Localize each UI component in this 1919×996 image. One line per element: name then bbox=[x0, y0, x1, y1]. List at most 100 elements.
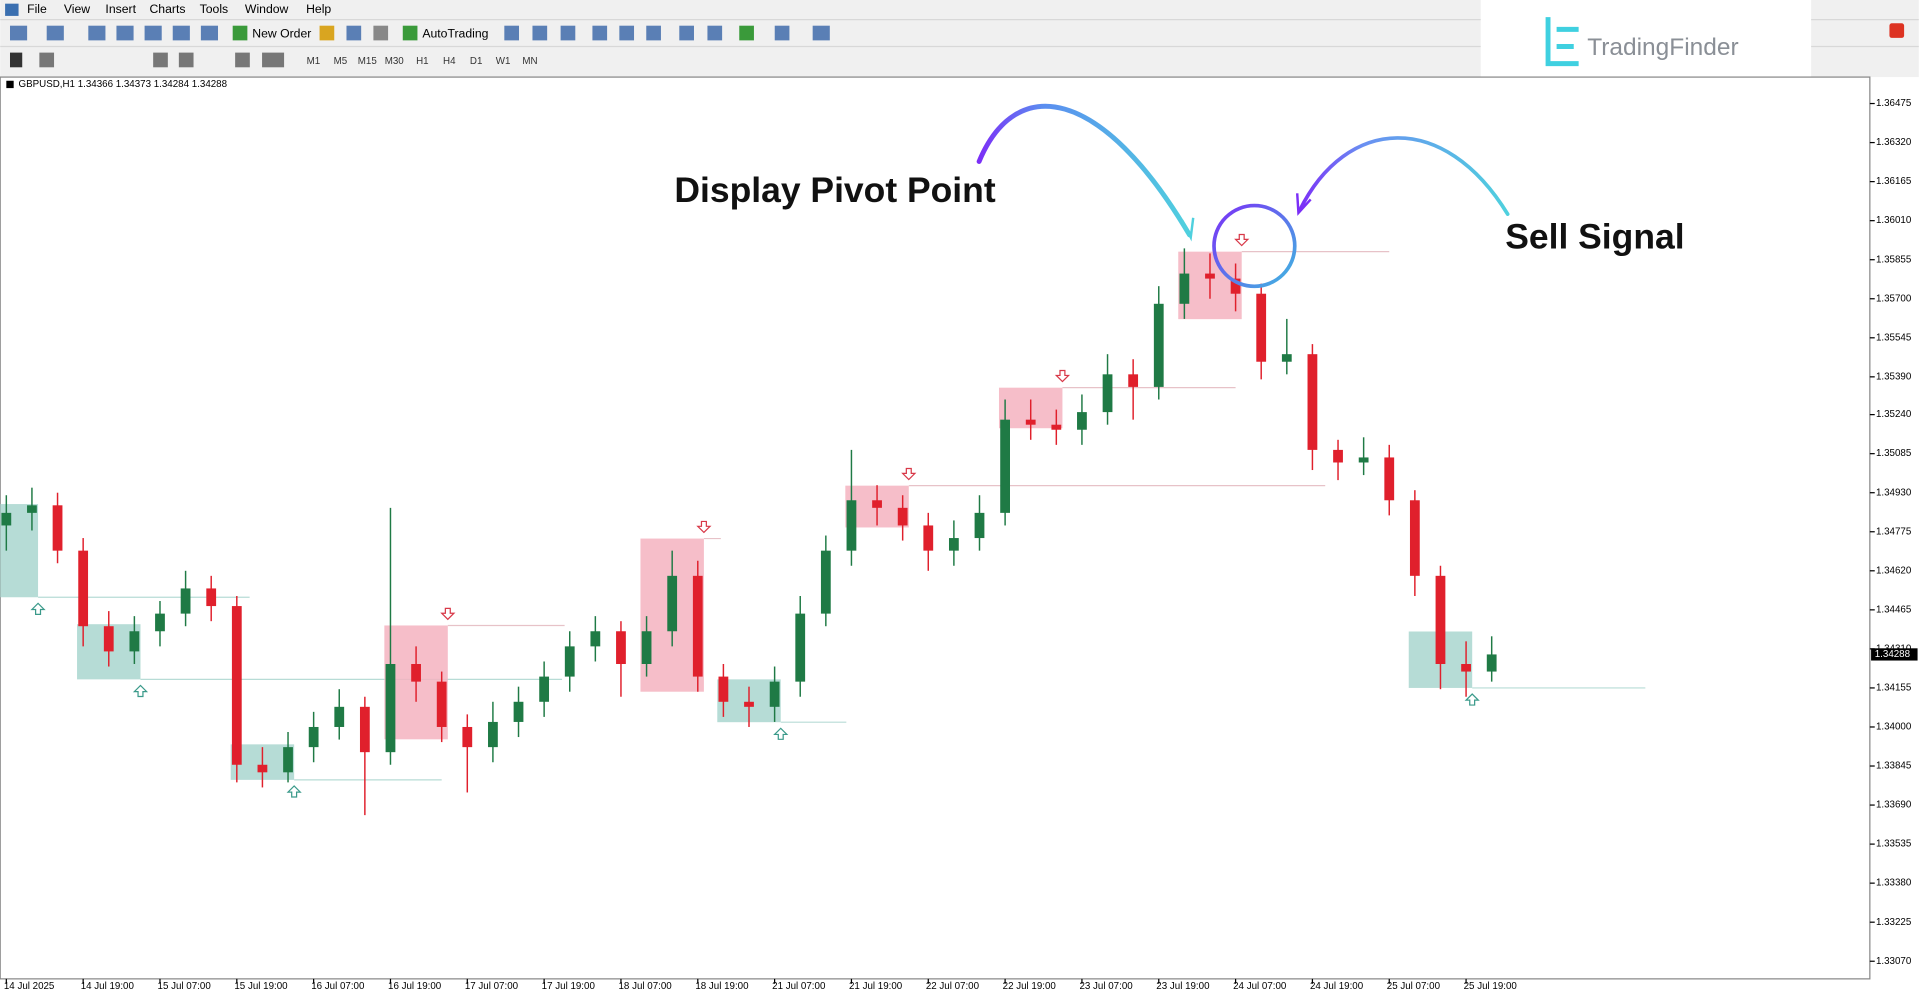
timeframe[interactable]: H1 bbox=[416, 56, 428, 67]
chart-icon bbox=[6, 80, 14, 89]
candle-body bbox=[1461, 664, 1471, 672]
x-tick-label: 21 Jul 07:00 bbox=[772, 981, 826, 992]
icon[interactable] bbox=[144, 25, 162, 41]
timeframe[interactable]: M30 bbox=[385, 56, 405, 67]
y-tick-label: 1.35390 bbox=[1876, 371, 1912, 382]
menu-item[interactable]: Insert bbox=[105, 2, 136, 16]
y-tick-label: 1.33070 bbox=[1876, 956, 1912, 967]
icon[interactable] bbox=[9, 25, 28, 41]
icon[interactable] bbox=[373, 25, 389, 41]
buy-arrow bbox=[773, 727, 789, 740]
y-tick-label: 1.33535 bbox=[1876, 839, 1912, 850]
icon[interactable] bbox=[739, 25, 754, 41]
candle-body bbox=[129, 631, 140, 652]
x-tick-label: 18 Jul 07:00 bbox=[619, 981, 673, 992]
icon[interactable] bbox=[592, 25, 608, 41]
icon[interactable] bbox=[560, 25, 576, 41]
candle-body bbox=[590, 631, 601, 647]
icon[interactable] bbox=[319, 25, 335, 41]
timeframe[interactable]: M1 bbox=[307, 56, 321, 67]
plot: 1.36475 1.36320 1.36165 1.36010 1.35855 1.357… bbox=[0, 98, 1918, 992]
candle-body bbox=[923, 525, 934, 551]
candle-body bbox=[641, 631, 652, 665]
icon[interactable] bbox=[619, 25, 635, 41]
x-tick-label: 14 Jul 19:00 bbox=[81, 981, 135, 992]
y-tick-label: 1.33690 bbox=[1876, 800, 1912, 811]
logo-icon bbox=[1545, 17, 1579, 67]
sell-arrow bbox=[1054, 369, 1071, 383]
candle-body bbox=[385, 664, 396, 753]
candle-body bbox=[488, 721, 498, 748]
icon[interactable] bbox=[178, 52, 194, 68]
menu-item[interactable]: File bbox=[27, 2, 47, 16]
icon[interactable] bbox=[402, 25, 418, 41]
x-tick-label: 14 Jul 2025 bbox=[4, 981, 55, 992]
candle-body bbox=[1205, 273, 1215, 279]
menu-item[interactable]: View bbox=[64, 2, 90, 16]
candle-body bbox=[513, 701, 524, 722]
icon[interactable] bbox=[235, 52, 250, 68]
timeframe[interactable]: W1 bbox=[496, 56, 511, 67]
arrow-head bbox=[1181, 217, 1195, 242]
icon[interactable] bbox=[679, 25, 694, 41]
icon[interactable] bbox=[812, 25, 830, 41]
highlight-circle bbox=[1212, 203, 1297, 289]
timeframe[interactable]: M15 bbox=[358, 56, 378, 67]
candle-body bbox=[897, 507, 908, 526]
icon[interactable] bbox=[116, 25, 134, 41]
y-tick-label: 1.35545 bbox=[1876, 332, 1912, 343]
x-tick-label: 24 Jul 07:00 bbox=[1233, 981, 1287, 992]
sell-arrow bbox=[1234, 233, 1250, 247]
candle-body bbox=[1153, 303, 1164, 387]
candle-body bbox=[1077, 412, 1087, 430]
timeframe[interactable]: D1 bbox=[470, 56, 482, 67]
icon[interactable] bbox=[646, 25, 661, 41]
menu-item[interactable]: Window bbox=[245, 2, 289, 16]
buy-arrow bbox=[1464, 693, 1480, 706]
y-tick-label: 1.36475 bbox=[1876, 98, 1912, 109]
icon[interactable] bbox=[39, 52, 55, 68]
icon[interactable] bbox=[9, 52, 23, 68]
notification-icon[interactable] bbox=[1889, 23, 1905, 38]
sell-arrow bbox=[901, 467, 917, 481]
buy-arrow bbox=[286, 785, 302, 798]
x-tick-label: 21 Jul 19:00 bbox=[849, 981, 903, 992]
candle-body bbox=[1256, 293, 1267, 362]
candle-body bbox=[616, 631, 626, 665]
icon[interactable] bbox=[346, 25, 362, 41]
icon[interactable] bbox=[46, 25, 64, 41]
icon[interactable] bbox=[200, 25, 219, 41]
icon[interactable] bbox=[88, 25, 106, 41]
price-label: 1.34288 bbox=[1875, 649, 1910, 660]
candle-body bbox=[692, 575, 703, 677]
menu-item[interactable]: Help bbox=[306, 2, 331, 16]
candle-body bbox=[1435, 575, 1446, 665]
icon[interactable] bbox=[153, 52, 168, 68]
new-order-button[interactable]: New Order bbox=[252, 26, 311, 40]
autotrading-button[interactable]: AutoTrading bbox=[422, 26, 488, 40]
x-tick-label: 23 Jul 19:00 bbox=[1156, 981, 1210, 992]
icon[interactable] bbox=[504, 25, 520, 41]
icon[interactable] bbox=[172, 25, 190, 41]
icon[interactable] bbox=[262, 52, 285, 68]
timeframe[interactable]: H4 bbox=[443, 56, 456, 67]
icon[interactable] bbox=[774, 25, 790, 41]
candle-body bbox=[1179, 273, 1190, 304]
menu-item[interactable]: Tools bbox=[200, 2, 229, 16]
candle-body bbox=[1128, 374, 1139, 387]
candle-body bbox=[155, 613, 165, 632]
y-tick-label: 1.33845 bbox=[1876, 761, 1912, 772]
menu-item[interactable]: Charts bbox=[149, 2, 185, 16]
timeframe[interactable]: M5 bbox=[334, 56, 348, 67]
candle-body bbox=[1333, 449, 1343, 463]
y-tick-label: 1.34000 bbox=[1876, 722, 1912, 733]
y-tick-label: 1.34930 bbox=[1876, 487, 1912, 498]
icon[interactable] bbox=[707, 25, 723, 41]
icon[interactable] bbox=[232, 25, 248, 41]
x-tick-label: 24 Jul 19:00 bbox=[1310, 981, 1364, 992]
icon[interactable] bbox=[532, 25, 548, 41]
timeframe[interactable]: MN bbox=[522, 56, 537, 67]
pointer-arrow bbox=[976, 103, 1192, 238]
candle-body bbox=[1358, 457, 1369, 463]
x-tick-label: 23 Jul 07:00 bbox=[1079, 981, 1133, 992]
